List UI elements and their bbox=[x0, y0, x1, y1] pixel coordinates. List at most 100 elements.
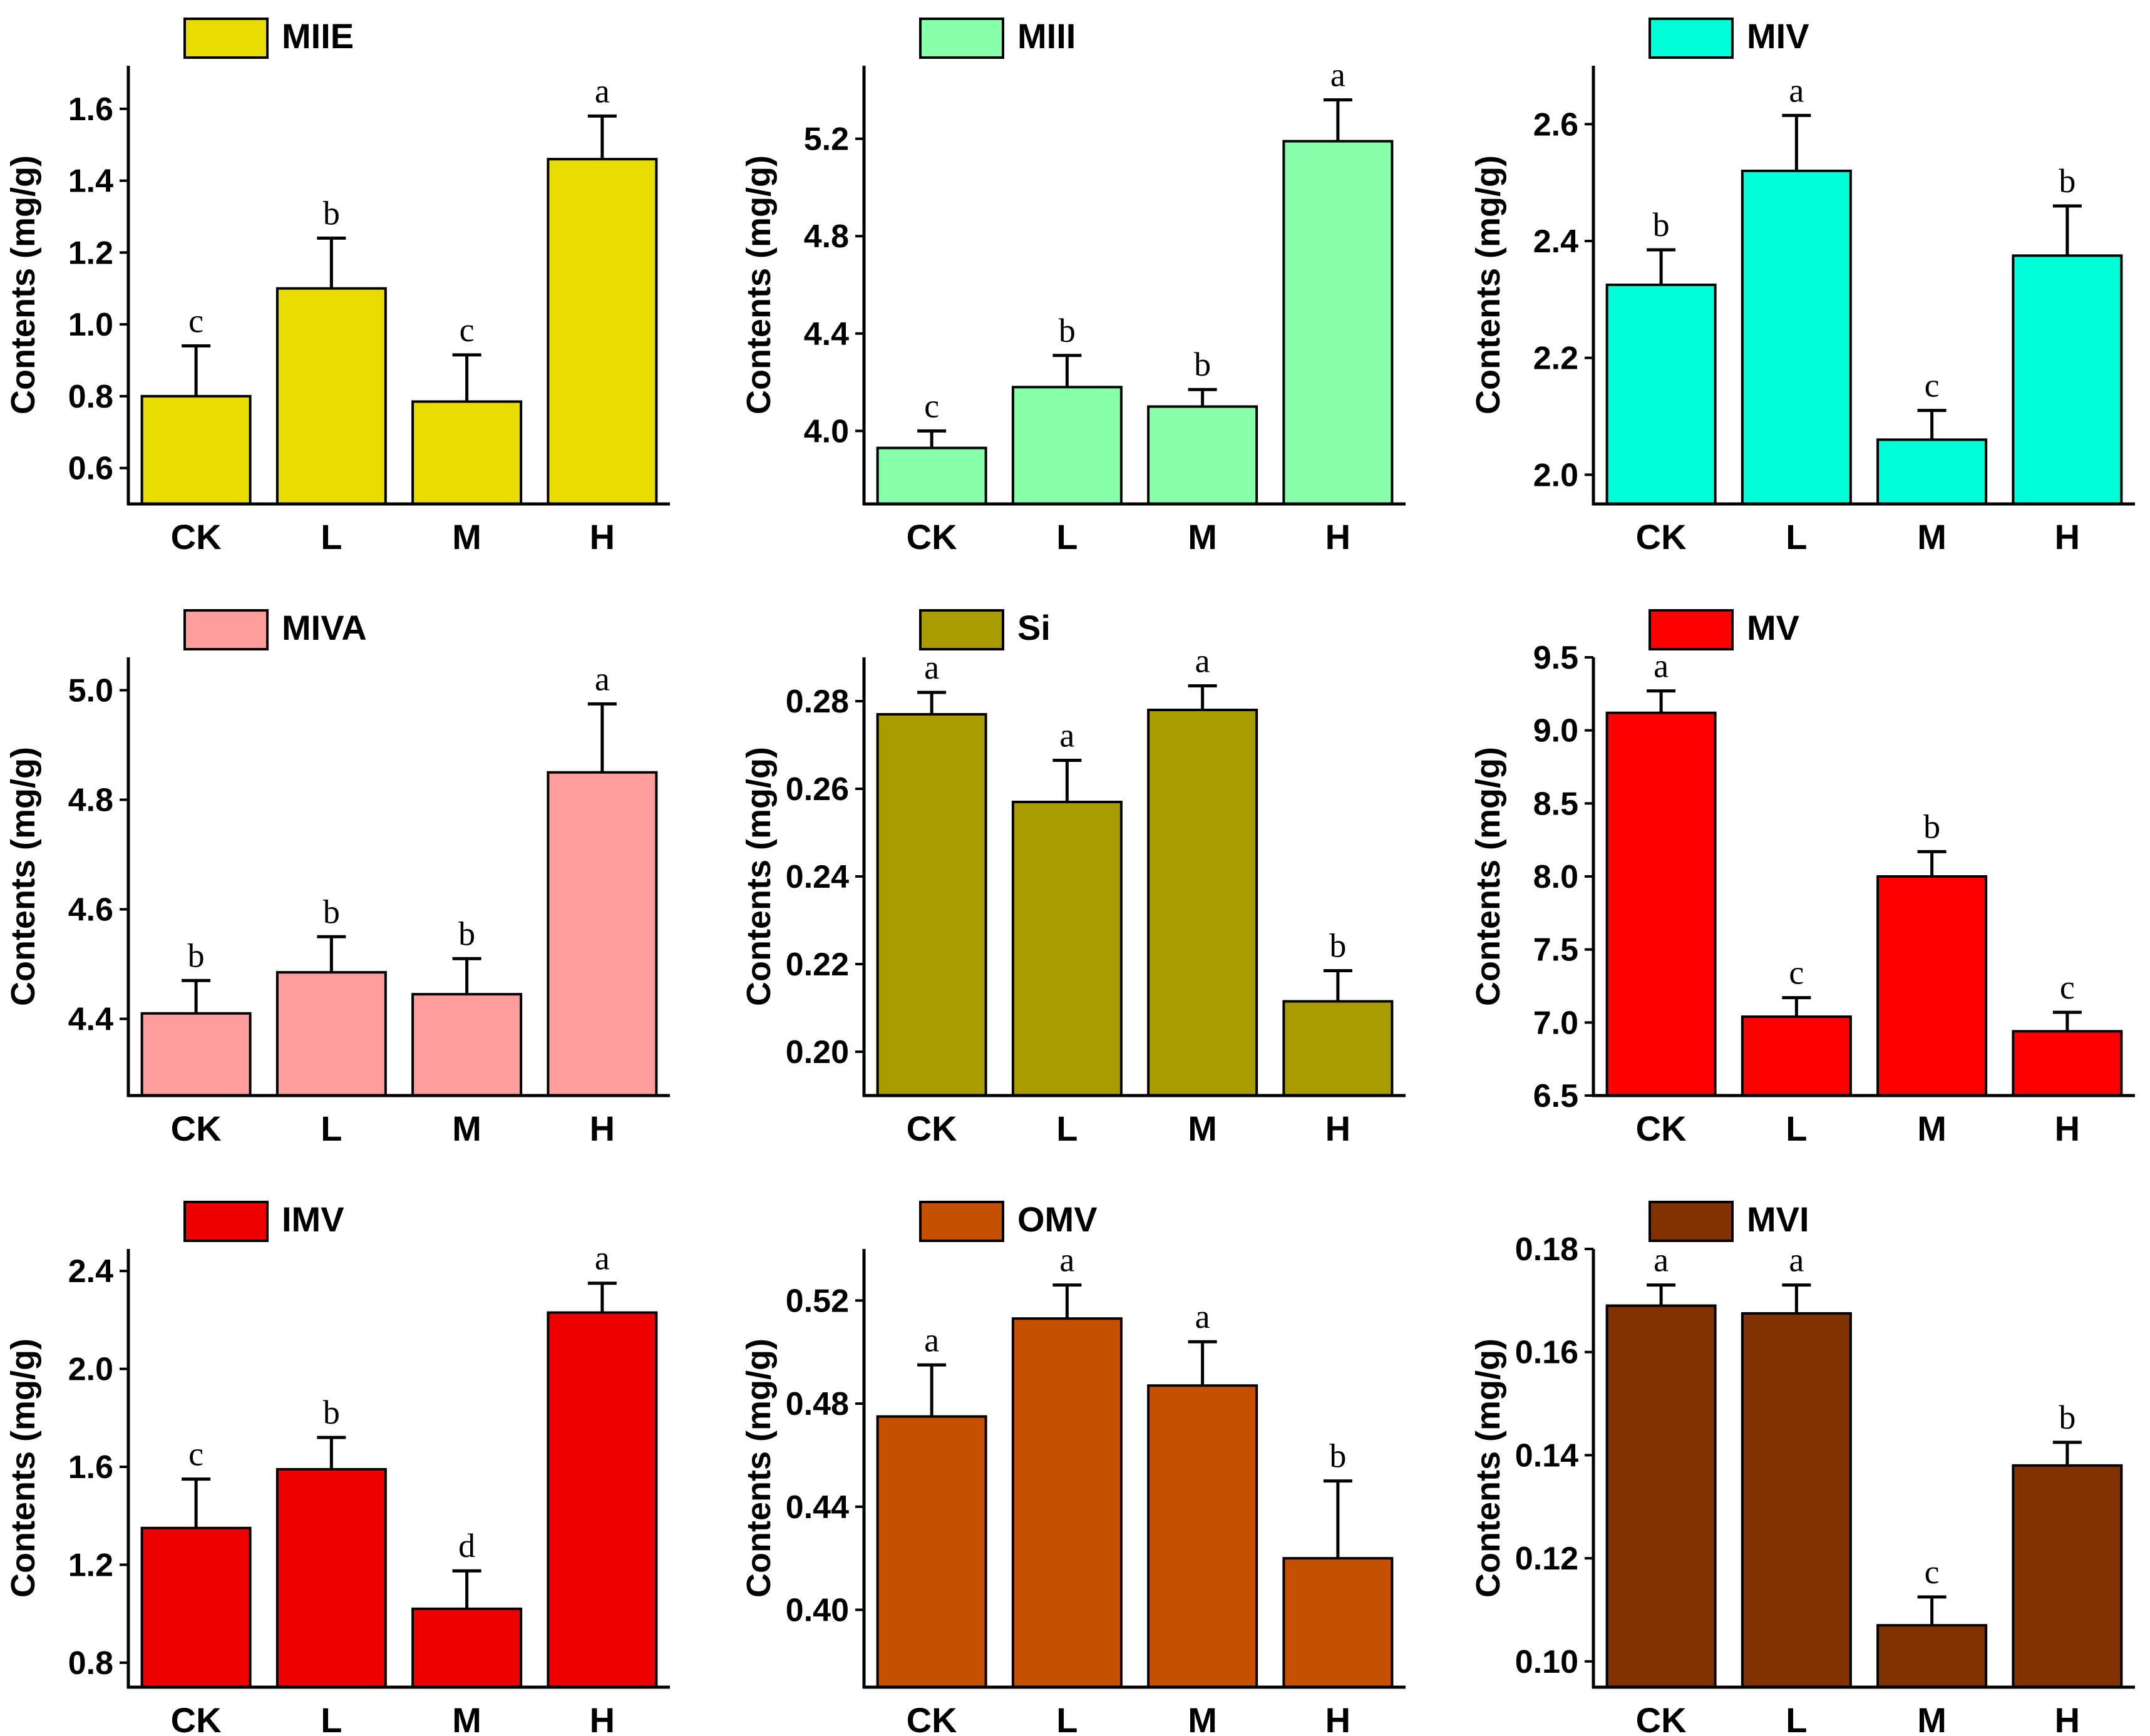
sig-letter-si-m: a bbox=[1195, 642, 1210, 680]
bar-miie-l bbox=[275, 287, 387, 505]
y-tick-label-miii: 4.4 bbox=[804, 316, 849, 352]
sig-letter-omv-h: b bbox=[1329, 1437, 1346, 1475]
y-tick-label-si: 0.26 bbox=[786, 771, 849, 808]
chart-mv: MV a CK c Lb Mc H 6.5 7.0 7.5 8.0 8.5 9.0 9.5 Contents… bbox=[1469, 608, 2135, 1148]
y-axis-title-miii: Contents (mg/g) bbox=[740, 155, 778, 414]
category-label-miva-m: M bbox=[452, 1109, 481, 1148]
legend-label-si: Si bbox=[1017, 608, 1051, 647]
y-tick-label-miii: 5.2 bbox=[804, 121, 849, 158]
y-tick-label-miie: 1.0 bbox=[68, 307, 113, 343]
y-tick-label-imv: 0.8 bbox=[68, 1645, 113, 1682]
sig-letter-miva-ck: b bbox=[188, 937, 205, 974]
bar-miie-h bbox=[547, 158, 658, 506]
bar-miii-ck bbox=[876, 446, 987, 505]
y-tick-label-mv: 6.5 bbox=[1533, 1078, 1578, 1114]
sig-letter-miie-ck: c bbox=[188, 302, 203, 340]
category-label-miva-l: L bbox=[321, 1109, 342, 1148]
category-label-imv-l: L bbox=[321, 1700, 342, 1736]
bar-imv-ck bbox=[140, 1526, 252, 1688]
legend-swatch-imv bbox=[183, 1201, 269, 1242]
y-tick-label-imv: 1.6 bbox=[68, 1449, 113, 1486]
y-tick-label-mvi: 0.14 bbox=[1515, 1437, 1578, 1474]
sig-letter-mv-m: b bbox=[1923, 808, 1940, 845]
sig-letter-miv-ck: b bbox=[1653, 206, 1670, 244]
y-tick-label-mv: 8.5 bbox=[1533, 786, 1578, 822]
legend-swatch-mvi bbox=[1649, 1201, 1734, 1242]
bar-si-m bbox=[1147, 709, 1258, 1097]
bar-miv-ck bbox=[1605, 284, 1717, 505]
y-tick-label-omv: 0.48 bbox=[786, 1386, 849, 1422]
y-tick-label-mvi: 0.10 bbox=[1515, 1644, 1578, 1680]
chart-miii: MIII c CK b Lb Ma H 4.0 4.4 4.8 5.2 Contents (mg/g) bbox=[740, 16, 1406, 557]
bar-miii-m bbox=[1147, 405, 1258, 506]
y-tick-label-miv: 2.6 bbox=[1533, 106, 1578, 143]
legend-swatch-si bbox=[919, 609, 1004, 650]
bar-omv-ck bbox=[876, 1415, 987, 1688]
y-tick-label-mvi: 0.12 bbox=[1515, 1541, 1578, 1577]
chart-imv: IMV c CK b Ld Ma H 0.8 1.2 1.6 2.0 2.4 Contents (mg/… bbox=[4, 1199, 670, 1736]
chart-mvi: MVIaCKaLcMbH0.100.120.140.160.18Contents… bbox=[1469, 1199, 2135, 1736]
category-label-si-l: L bbox=[1056, 1109, 1078, 1148]
legend-swatch-miv bbox=[1649, 18, 1734, 59]
legend-label-omv: OMV bbox=[1017, 1199, 1098, 1239]
sig-letter-miva-m: b bbox=[458, 915, 475, 952]
category-label-mvi-h: H bbox=[2055, 1700, 2080, 1736]
sig-letter-miii-h: a bbox=[1330, 56, 1345, 93]
category-label-mvi-m: M bbox=[1917, 1700, 1947, 1736]
category-label-miii-m: M bbox=[1188, 517, 1217, 557]
sig-letter-omv-m: a bbox=[1195, 1298, 1210, 1335]
y-tick-label-miv: 2.2 bbox=[1533, 341, 1578, 377]
bar-si-h bbox=[1282, 1000, 1394, 1097]
y-tick-label-miva: 4.6 bbox=[68, 892, 113, 928]
sig-letter-miv-l: a bbox=[1789, 71, 1804, 109]
y-tick-label-si: 0.24 bbox=[786, 859, 849, 895]
legend-swatch-miva bbox=[183, 609, 269, 650]
bar-miv-h bbox=[2012, 254, 2123, 505]
sig-letter-miii-ck: c bbox=[924, 387, 939, 424]
y-tick-label-miie: 0.8 bbox=[68, 379, 113, 415]
y-axis-title-omv: Contents (mg/g) bbox=[740, 1338, 778, 1598]
bar-mvi-ck bbox=[1605, 1304, 1717, 1688]
y-tick-label-mvi: 0.16 bbox=[1515, 1335, 1578, 1371]
sig-letter-omv-ck: a bbox=[924, 1321, 939, 1358]
category-label-miv-h: H bbox=[2055, 517, 2080, 557]
legend-swatch-mv bbox=[1649, 609, 1734, 650]
legend-swatch-miie bbox=[183, 18, 269, 59]
y-axis-title-miv: Contents (mg/g) bbox=[1469, 155, 1507, 414]
bar-omv-l bbox=[1011, 1317, 1123, 1689]
category-label-omv-h: H bbox=[1325, 1700, 1350, 1736]
legend-label-mvi: MVI bbox=[1747, 1199, 1809, 1239]
sig-letter-mv-l: c bbox=[1789, 954, 1804, 992]
y-tick-label-imv: 1.2 bbox=[68, 1547, 113, 1583]
sig-letter-mvi-l: a bbox=[1789, 1241, 1804, 1279]
sig-letter-si-l: a bbox=[1059, 717, 1074, 754]
y-tick-label-mvi: 0.18 bbox=[1515, 1231, 1578, 1268]
y-axis-title-miie: Contents (mg/g) bbox=[4, 155, 42, 414]
sig-letter-mvi-m: c bbox=[1925, 1553, 1940, 1591]
y-tick-label-mv: 9.0 bbox=[1533, 713, 1578, 749]
legend-label-miii: MIII bbox=[1017, 16, 1076, 56]
category-label-miva-ck: CK bbox=[171, 1109, 222, 1148]
legend-label-mv: MV bbox=[1747, 608, 1799, 647]
category-label-mvi-ck: CK bbox=[1636, 1700, 1687, 1736]
bar-imv-h bbox=[547, 1311, 658, 1689]
category-label-si-m: M bbox=[1188, 1109, 1217, 1148]
category-label-miv-m: M bbox=[1917, 517, 1947, 557]
category-label-mv-l: L bbox=[1786, 1109, 1807, 1148]
legend-label-miva: MIVA bbox=[282, 608, 367, 647]
y-tick-label-imv: 2.0 bbox=[68, 1352, 113, 1388]
sig-letter-imv-m: d bbox=[458, 1527, 475, 1564]
legend-label-miv: MIV bbox=[1747, 16, 1809, 56]
sig-letter-miie-m: c bbox=[460, 311, 475, 349]
y-tick-label-miie: 1.2 bbox=[68, 235, 113, 271]
bar-mvi-l bbox=[1741, 1312, 1852, 1688]
sig-letter-mv-h: c bbox=[2060, 968, 2075, 1006]
bar-mv-ck bbox=[1605, 711, 1717, 1097]
sig-letter-mvi-ck: a bbox=[1654, 1241, 1669, 1279]
y-tick-label-mv: 9.5 bbox=[1533, 640, 1578, 676]
chart-si: Si a CK a La Mb H 0.20 0.22 0.24 0.26 0.28Contents … bbox=[740, 608, 1406, 1148]
category-label-mv-m: M bbox=[1917, 1109, 1947, 1148]
bar-mvi-m bbox=[1876, 1624, 1988, 1689]
chart-miie: MIIE c CK b Lc Ma H 0.6 0.8 1.0 1.2 1.4 1.6 Contents … bbox=[4, 16, 670, 557]
sig-letter-imv-l: b bbox=[323, 1394, 340, 1431]
